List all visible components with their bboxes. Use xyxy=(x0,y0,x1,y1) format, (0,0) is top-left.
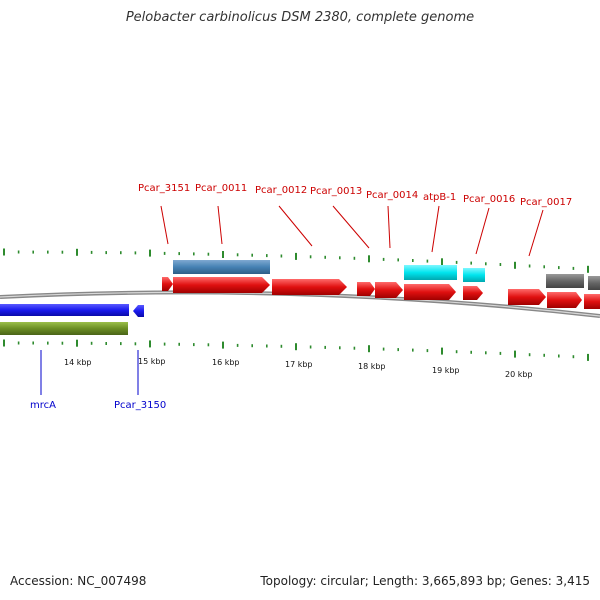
gene-label-pcar-0012[interactable]: Pcar_0012 xyxy=(255,185,307,196)
page-title: Pelobacter carbinolicus DSM 2380, comple… xyxy=(125,10,475,25)
scale-label-16kbp: 16 kbp xyxy=(212,358,240,367)
leader-pcar-0011 xyxy=(217,205,223,245)
leader-pcar-0012 xyxy=(278,205,313,247)
gene-label-pcar-3151[interactable]: Pcar_3151 xyxy=(138,183,190,194)
gene-label-pcar-0016[interactable]: Pcar_0016 xyxy=(463,194,515,205)
red-cds-arrow-7[interactable] xyxy=(463,286,483,300)
gene-label-pcar-0011[interactable]: Pcar_0011 xyxy=(195,183,247,194)
leader-pcar-0013 xyxy=(332,205,370,249)
cyan-feature-2[interactable] xyxy=(463,268,485,282)
red-cds-arrow-2[interactable] xyxy=(173,277,270,293)
gene-label-pcar-0014[interactable]: Pcar_0014 xyxy=(366,190,418,201)
scale-label-15kbp: 15 kbp xyxy=(138,357,166,366)
gene-label-pcar-0013[interactable]: Pcar_0013 xyxy=(310,186,362,197)
gene-label-group: Pcar_3151 Pcar_0011 Pcar_0012 Pcar_0013 … xyxy=(138,183,572,257)
gene-label-pcar-0017[interactable]: Pcar_0017 xyxy=(520,197,572,208)
scale-label-14kbp: 14 kbp xyxy=(64,358,92,367)
leader-pcar-3151 xyxy=(160,205,169,245)
blue-cds-arrow[interactable] xyxy=(133,305,144,317)
leader-pcar-0014 xyxy=(387,205,391,249)
gray-feature-1[interactable] xyxy=(546,274,584,288)
red-cds-arrow-6[interactable] xyxy=(404,284,456,300)
scale-label-17kbp: 17 kbp xyxy=(285,360,313,369)
leader-pcar-0017 xyxy=(528,209,544,257)
gene-label-mrca[interactable]: mrcA xyxy=(30,400,56,411)
red-cds-arrow-5[interactable] xyxy=(375,282,403,298)
leader-pcar-0016 xyxy=(475,207,490,255)
scale-label-19kbp: 19 kbp xyxy=(432,366,460,375)
upper-tick-track xyxy=(3,248,589,273)
red-cds-arrow-10[interactable] xyxy=(584,294,600,309)
scale-label-20kbp: 20 kbp xyxy=(505,370,533,379)
gene-label-atpb-1[interactable]: atpB-1 xyxy=(423,192,456,203)
steelblue-feature[interactable] xyxy=(173,260,270,274)
lower-gene-label-group: mrcA Pcar_3150 xyxy=(30,350,166,411)
red-cds-arrow-3[interactable] xyxy=(272,279,347,295)
accession-text: Accession: NC_007498 xyxy=(10,574,147,588)
leader-atpb-1 xyxy=(431,205,440,253)
scale-label-group: 14 kbp 15 kbp 16 kbp 17 kbp 18 kbp 19 kb… xyxy=(64,357,533,379)
lower-tick-track xyxy=(3,339,589,361)
red-cds-arrow-8[interactable] xyxy=(508,289,546,305)
gray-feature-2[interactable] xyxy=(588,276,600,290)
red-cds-arrow-4[interactable] xyxy=(357,282,375,296)
blue-cds-bar[interactable] xyxy=(0,304,129,316)
red-cds-arrow-1[interactable] xyxy=(162,277,173,291)
genome-summary-text: Topology: circular; Length: 3,665,893 bp… xyxy=(260,574,590,588)
scale-label-18kbp: 18 kbp xyxy=(358,362,386,371)
red-cds-arrow-9[interactable] xyxy=(547,292,582,308)
gene-label-pcar-3150[interactable]: Pcar_3150 xyxy=(114,400,166,411)
olive-feature-bar[interactable] xyxy=(0,322,128,335)
cyan-feature-1[interactable] xyxy=(404,265,457,280)
